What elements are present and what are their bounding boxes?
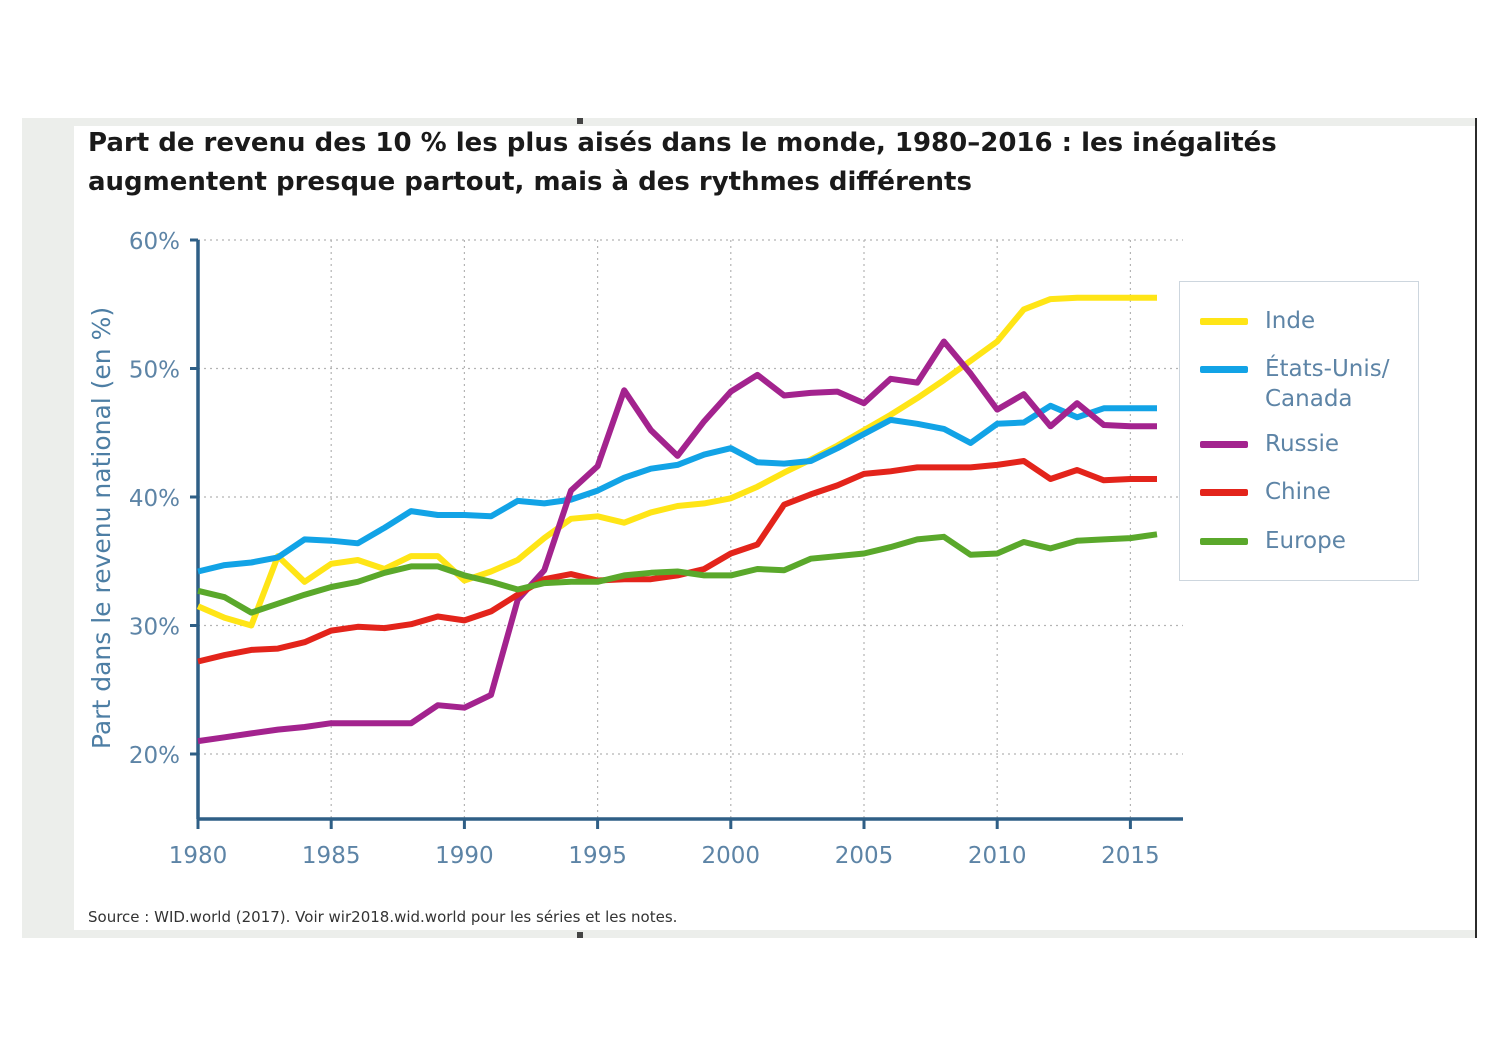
- top-border-band: [22, 118, 1477, 126]
- legend-swatch: [1200, 441, 1248, 448]
- x-tick-label: 1980: [169, 843, 228, 869]
- y-tick-label: 30%: [129, 615, 180, 641]
- chart-series: [196, 294, 1158, 745]
- x-tick-label: 1985: [302, 843, 361, 869]
- legend-swatch: [1200, 318, 1248, 325]
- x-tick-label: 1990: [435, 843, 494, 869]
- source-note: Source : WID.world (2017). Voir wir2018.…: [88, 908, 678, 926]
- legend-label: États-Unis/ Canada: [1265, 356, 1390, 412]
- x-tick-label: 2005: [835, 843, 894, 869]
- legend-label: Europe: [1265, 528, 1346, 554]
- left-border-band: [22, 118, 74, 938]
- series-line-chine: [197, 458, 1157, 665]
- y-tick-label: 50%: [129, 358, 180, 384]
- legend-swatch: [1200, 366, 1248, 373]
- chart-title: Part de revenu des 10 % les plus aisés d…: [88, 128, 1277, 197]
- y-tick-label: 60%: [129, 229, 180, 255]
- y-axis-label: Part dans le revenu national (en %): [87, 307, 116, 749]
- y-tick-label: 20%: [129, 743, 180, 769]
- chart-ticks: 20% 30% 40% 50% 60% 1980 1985 1990 1995 2000 2005 2…: [129, 229, 1160, 869]
- x-tick-label: 2010: [968, 843, 1027, 869]
- series-line-tats-unis-canada: [197, 402, 1157, 575]
- x-tick-label: 1995: [568, 843, 627, 869]
- legend-label: Russie: [1265, 431, 1340, 457]
- bottom-border-band: [22, 930, 1477, 938]
- series-line-russie: [197, 338, 1157, 745]
- x-tick-label: 2000: [702, 843, 761, 869]
- selection-handle-top[interactable]: [577, 118, 583, 124]
- chart-legend: Inde États-Unis/ Canada Russie Chine Europe: [1179, 281, 1419, 581]
- chart-axes: [196, 240, 1183, 821]
- selection-handle-bottom[interactable]: [577, 932, 583, 938]
- legend-swatch: [1200, 538, 1248, 545]
- legend-swatch: [1200, 489, 1248, 496]
- x-tick-label: 2015: [1101, 843, 1160, 869]
- legend-label: Chine: [1265, 479, 1331, 505]
- right-border-line: [1475, 118, 1477, 938]
- series-line-inde: [196, 294, 1157, 629]
- legend-label: Inde: [1265, 308, 1316, 334]
- y-tick-label: 40%: [129, 486, 180, 512]
- chart-grid: [198, 239, 1183, 819]
- series-line-europe: [197, 531, 1158, 616]
